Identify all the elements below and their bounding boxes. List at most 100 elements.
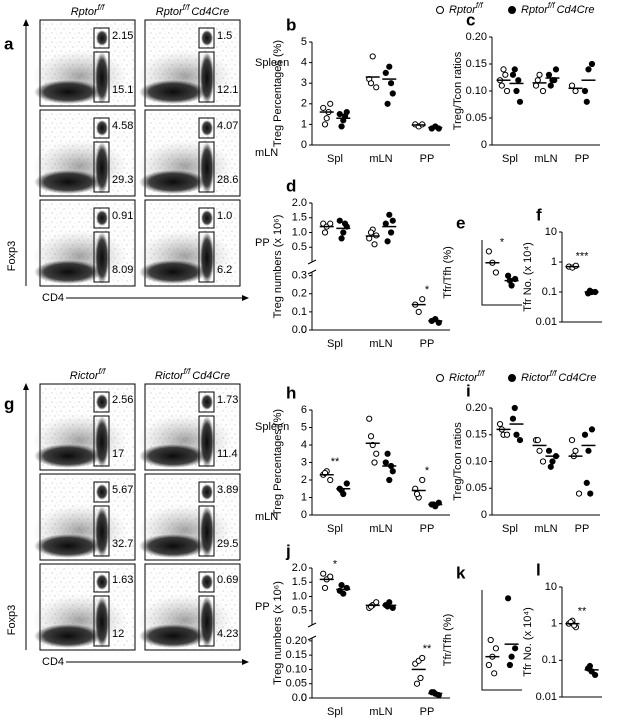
data-point [534, 437, 541, 444]
blob [200, 416, 214, 468]
y-axis-label: Treg Percentages (%) [272, 409, 284, 516]
y-axis-label: Treg numbers (x 10⁶) [272, 581, 284, 685]
data-point [338, 123, 345, 130]
gate-value: 29.3 [112, 174, 133, 186]
blob [95, 232, 109, 284]
blob [34, 80, 102, 104]
y-axis-label: Foxp3 [6, 605, 18, 636]
blob [96, 574, 108, 590]
gate [198, 391, 215, 413]
gate-value: 6.2 [217, 264, 232, 276]
data-point [336, 217, 343, 224]
column-header: Rictorf/f [70, 367, 106, 382]
significance: ** [331, 456, 340, 468]
blob [34, 444, 102, 468]
gate [198, 27, 215, 49]
gate [93, 207, 110, 229]
y-tick-label: 2 [301, 474, 307, 486]
gate [93, 117, 110, 139]
y-tick-label: 5 [301, 421, 307, 433]
blob [139, 170, 207, 194]
data-point [384, 100, 391, 107]
x-tick-label: mLN [534, 523, 557, 535]
blob [201, 394, 213, 410]
legend-marker [508, 374, 516, 382]
text-part: f/f [478, 369, 485, 378]
data-point [511, 404, 518, 412]
data-point [552, 66, 560, 73]
y-tick-label: 1.0 [292, 590, 307, 602]
y-tick-label: 1 [551, 256, 557, 268]
data-point [588, 60, 596, 68]
text-part: Cd4Cre [192, 370, 230, 382]
y-axis-label: Treg Percentages (%) [272, 40, 284, 147]
blob [96, 210, 108, 226]
data-point [502, 71, 509, 78]
text-part: f/f [548, 1, 555, 10]
data-point [500, 66, 507, 73]
y-tick-label: 1 [301, 491, 307, 503]
blob [139, 444, 207, 468]
legend-marker [436, 6, 444, 14]
y-tick-label: 0.10 [466, 455, 487, 467]
gate-value: 4.07 [217, 120, 238, 132]
y-tick-label: 2 [301, 98, 307, 110]
data-point [321, 229, 329, 236]
data-point [389, 468, 396, 475]
blob [201, 30, 213, 46]
gate-value: 11.4 [217, 448, 238, 460]
panel-letter: e [456, 213, 465, 232]
data-point [492, 645, 499, 652]
data-point [371, 459, 378, 466]
data-point [583, 98, 590, 105]
data-point [382, 459, 389, 466]
column-header: Rictorf/f Cd4Cre [155, 367, 230, 382]
blob [201, 484, 213, 500]
y-tick-label: 1 [551, 618, 557, 630]
blob [95, 416, 109, 468]
text-part: f/f [99, 367, 106, 376]
gate-value: 12.1 [217, 84, 238, 96]
y-tick-label: 0 [301, 509, 307, 521]
gate [198, 505, 215, 557]
data-point [419, 654, 426, 662]
data-point [583, 479, 590, 486]
blob [139, 260, 207, 284]
data-point [588, 426, 596, 433]
blob [95, 52, 109, 104]
blob [34, 534, 102, 558]
data-point [373, 599, 380, 606]
data-point [509, 71, 517, 78]
gate [93, 141, 110, 193]
data-point [536, 447, 543, 454]
data-point [516, 98, 524, 105]
blob [34, 260, 102, 284]
x-tick-label: Spl [327, 706, 343, 718]
data-point [586, 662, 594, 670]
data-point [581, 87, 589, 95]
text-part: f/f [550, 369, 557, 378]
y-axis-label: Tfr/Tfh (%) [442, 246, 454, 299]
data-point [327, 573, 334, 580]
data-point [575, 490, 583, 497]
data-point [340, 229, 347, 236]
gate-value: 4.58 [112, 120, 133, 132]
y-tick-label: 2.0 [292, 197, 307, 209]
panel-letter: h [286, 383, 296, 402]
data-point [321, 584, 329, 592]
gate [93, 481, 110, 503]
data-point [572, 262, 580, 269]
blob [139, 534, 207, 558]
axes [561, 587, 602, 698]
data-point [587, 490, 594, 497]
y-tick-label: 4 [301, 439, 307, 451]
data-point [539, 458, 547, 465]
legend-label: Rictorf/f Cd4Cre [521, 369, 596, 384]
gate-value: 1.0 [217, 210, 232, 222]
y-tick-label: 0.05 [466, 482, 487, 494]
blob [200, 232, 214, 284]
data-point [487, 636, 494, 644]
y-tick-label: 0.5 [292, 605, 307, 617]
y-tick-label: 0.15 [466, 58, 487, 70]
data-point [545, 447, 553, 454]
